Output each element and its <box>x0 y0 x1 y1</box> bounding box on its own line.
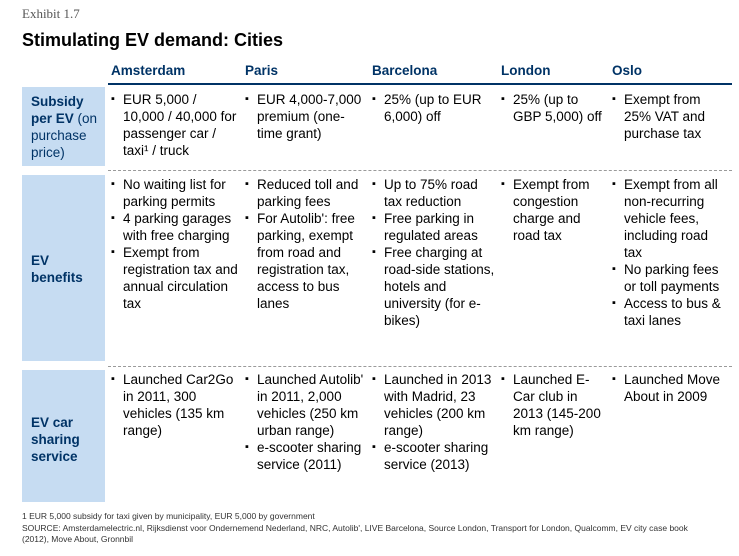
bullet-list: Launched in 2013 with Madrid, 23 vehicle… <box>372 371 496 473</box>
row-label-sharing-text: EV car sharing service <box>31 415 80 464</box>
bullet-list: 25% (up to EUR 6,000) off <box>372 91 496 125</box>
page-title: Stimulating EV demand: Cities <box>22 30 284 50</box>
cell-sharing-barcelona: Launched in 2013 with Madrid, 23 vehicle… <box>372 371 496 473</box>
bullet-item: e-scooter sharing service (2013) <box>372 439 496 473</box>
bullet-item: EUR 5,000 / 10,000 / 40,000 for passenge… <box>111 91 239 159</box>
bullet-item: No parking fees or toll payments <box>612 261 722 295</box>
cell-benefits-paris: Reduced toll and parking feesFor Autolib… <box>245 176 367 312</box>
cell-subsidy-amsterdam: EUR 5,000 / 10,000 / 40,000 for passenge… <box>111 91 239 159</box>
bullet-item: 25% (up to GBP 5,000) off <box>501 91 605 125</box>
bullet-item: Launched Autolib' in 2011, 2,000 vehicle… <box>245 371 367 439</box>
bullet-list: Up to 75% road tax reductionFree parking… <box>372 176 496 329</box>
bullet-list: Launched Move About in 2009 <box>612 371 722 405</box>
bullet-item: EUR 4,000-7,000 premium (one-time grant) <box>245 91 367 142</box>
bullet-list: Launched Car2Go in 2011, 300 vehicles (1… <box>111 371 239 439</box>
cell-benefits-barcelona: Up to 75% road tax reductionFree parking… <box>372 176 496 329</box>
bullet-item: Exempt from 25% VAT and purchase tax <box>612 91 722 142</box>
bullet-item: e-scooter sharing service (2011) <box>245 439 367 473</box>
cell-sharing-amsterdam: Launched Car2Go in 2011, 300 vehicles (1… <box>111 371 239 439</box>
bullet-item: Access to bus & taxi lanes <box>612 295 722 329</box>
row-label-subsidy: Subsidy per EV (on purchase price) <box>22 87 105 166</box>
bullet-item: Launched Move About in 2009 <box>612 371 722 405</box>
source-text: SOURCE: Amsterdamelectric.nl, Rijksdiens… <box>22 523 688 544</box>
bullet-list: Reduced toll and parking feesFor Autolib… <box>245 176 367 312</box>
bullet-item: Reduced toll and parking fees <box>245 176 367 210</box>
bullet-list: Launched Autolib' in 2011, 2,000 vehicle… <box>245 371 367 473</box>
cell-sharing-paris: Launched Autolib' in 2011, 2,000 vehicle… <box>245 371 367 473</box>
bullet-item: Free parking in regulated areas <box>372 210 496 244</box>
bullet-item: For Autolib': free parking, exempt from … <box>245 210 367 312</box>
bullet-item: Exempt from congestion charge and road t… <box>501 176 605 244</box>
row-label-sharing: EV car sharing service <box>22 370 105 502</box>
bullet-list: Exempt from congestion charge and road t… <box>501 176 605 244</box>
bullet-list: No waiting list for parking permits4 par… <box>111 176 239 312</box>
cell-benefits-oslo: Exempt from all non-recurring vehicle fe… <box>612 176 722 329</box>
cell-benefits-amsterdam: No waiting list for parking permits4 par… <box>111 176 239 312</box>
header-rule <box>108 83 732 85</box>
row-label-subsidy-text: Subsidy per EV (on purchase price) <box>31 94 98 160</box>
cell-subsidy-barcelona: 25% (up to EUR 6,000) off <box>372 91 496 125</box>
bullet-list: Exempt from all non-recurring vehicle fe… <box>612 176 722 329</box>
row-separator <box>108 366 732 367</box>
bullet-item: Free charging at road-side stations, hot… <box>372 244 496 329</box>
source-note: SOURCE: Amsterdamelectric.nl, Rijksdiens… <box>22 523 702 545</box>
bullet-item: Exempt from registration tax and annual … <box>111 244 239 312</box>
bullet-list: EUR 5,000 / 10,000 / 40,000 for passenge… <box>111 91 239 159</box>
cell-sharing-london: Launched E-Car club in 2013 (145-200 km … <box>501 371 605 439</box>
footnote: 1 EUR 5,000 subsidy for taxi given by mu… <box>22 511 315 521</box>
bullet-item: Launched in 2013 with Madrid, 23 vehicle… <box>372 371 496 439</box>
cell-subsidy-london: 25% (up to GBP 5,000) off <box>501 91 605 125</box>
exhibit-number: Exhibit 1.7 <box>22 6 80 21</box>
bullet-item: 25% (up to EUR 6,000) off <box>372 91 496 125</box>
bullet-item: Launched Car2Go in 2011, 300 vehicles (1… <box>111 371 239 439</box>
row-label-benefits-text: EV benefits <box>31 253 83 285</box>
bullet-item: Up to 75% road tax reduction <box>372 176 496 210</box>
column-header-paris: Paris <box>245 63 279 78</box>
cell-benefits-london: Exempt from congestion charge and road t… <box>501 176 605 244</box>
cell-subsidy-oslo: Exempt from 25% VAT and purchase tax <box>612 91 722 142</box>
row-separator <box>108 170 732 171</box>
column-header-oslo: Oslo <box>612 63 643 78</box>
bullet-item: Launched E-Car club in 2013 (145-200 km … <box>501 371 605 439</box>
column-header-amsterdam: Amsterdam <box>111 63 186 78</box>
bullet-item: No waiting list for parking permits <box>111 176 239 210</box>
bullet-list: Exempt from 25% VAT and purchase tax <box>612 91 722 142</box>
column-header-london: London <box>501 63 551 78</box>
column-header-barcelona: Barcelona <box>372 63 438 78</box>
bullet-list: 25% (up to GBP 5,000) off <box>501 91 605 125</box>
cell-sharing-oslo: Launched Move About in 2009 <box>612 371 722 405</box>
bullet-item: 4 parking garages with free charging <box>111 210 239 244</box>
bullet-list: EUR 4,000-7,000 premium (one-time grant) <box>245 91 367 142</box>
row-label-benefits: EV benefits <box>22 175 105 361</box>
bullet-list: Launched E-Car club in 2013 (145-200 km … <box>501 371 605 439</box>
cell-subsidy-paris: EUR 4,000-7,000 premium (one-time grant) <box>245 91 367 142</box>
bullet-item: Exempt from all non-recurring vehicle fe… <box>612 176 722 261</box>
